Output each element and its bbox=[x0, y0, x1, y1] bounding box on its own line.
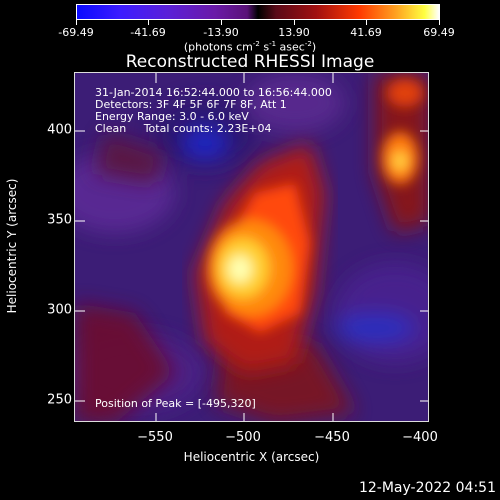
plot-title: Reconstructed RHESSI Image bbox=[125, 52, 375, 72]
info-line-time: 31-Jan-2014 16:52:44.000 to 16:56:44.000 bbox=[95, 86, 332, 99]
y-tick-label: 300 bbox=[47, 302, 72, 318]
x-tick-label: −550 bbox=[137, 430, 173, 445]
colorbar bbox=[76, 4, 440, 20]
x-tick-label: −500 bbox=[225, 430, 261, 445]
colorbar-tick bbox=[76, 20, 77, 25]
y-tick-label: 350 bbox=[47, 212, 72, 228]
colorbar-tick bbox=[221, 20, 222, 25]
colorbar-label: -69.49 bbox=[58, 26, 94, 39]
y-tick-label: 400 bbox=[47, 122, 72, 138]
colorbar-tick bbox=[439, 20, 440, 25]
colorbar-tick bbox=[148, 20, 149, 25]
x-axis-label: Heliocentric X (arcsec) bbox=[183, 450, 320, 464]
colorbar-units: (photons cm-2 s-1 asec-2) bbox=[183, 40, 317, 54]
colorbar-label: 69.49 bbox=[423, 26, 455, 39]
x-tick-label: −450 bbox=[314, 430, 350, 445]
colorbar-label: 13.90 bbox=[278, 26, 310, 39]
timestamp: 12-May-2022 04:51 bbox=[358, 480, 496, 496]
info-line-energy: Energy Range: 3.0 - 6.0 keV bbox=[95, 110, 249, 123]
rhessi-image-plot: 31-Jan-2014 16:52:44.000 to 16:56:44.000… bbox=[74, 72, 429, 422]
info-line-detectors: Detectors: 3F 4F 5F 6F 7F 8F, Att 1 bbox=[95, 98, 287, 111]
colorbar-label: -41.69 bbox=[130, 26, 166, 39]
colorbar-tick bbox=[366, 20, 367, 25]
x-tick-label: −400 bbox=[402, 430, 438, 445]
peak-position: Position of Peak = [-495,320] bbox=[95, 397, 256, 410]
info-line-counts: Clean Total counts: 2.23E+04 bbox=[95, 122, 272, 135]
colorbar-label: 41.69 bbox=[350, 26, 382, 39]
y-tick-label: 250 bbox=[47, 392, 72, 408]
rhessi-image bbox=[75, 73, 428, 421]
colorbar-tick bbox=[294, 20, 295, 25]
colorbar-label: -13.90 bbox=[203, 26, 239, 39]
y-axis-label: Heliocentric Y (arcsec) bbox=[5, 178, 19, 314]
